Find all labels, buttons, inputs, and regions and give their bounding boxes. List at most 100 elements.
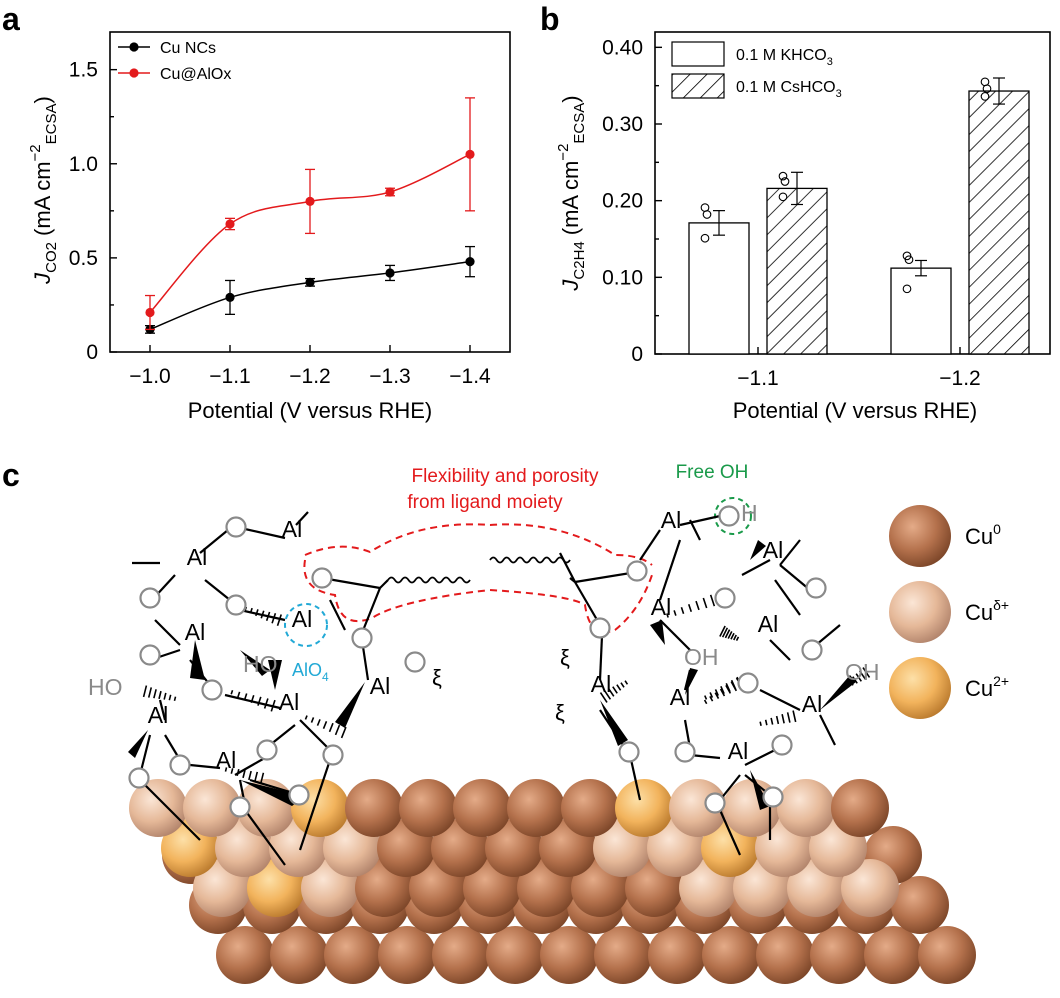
- hashed-bond: [142, 685, 148, 698]
- cud-sphere: [777, 779, 835, 837]
- chart-a-point: [305, 277, 315, 287]
- bond-line: [189, 763, 221, 770]
- hashed-bond: [724, 629, 731, 639]
- wedge-bond: [650, 620, 665, 645]
- hashed-bond: [775, 715, 780, 725]
- bond-line: [158, 699, 167, 721]
- hashed-bond: [725, 684, 732, 694]
- chart-a-point: [225, 292, 235, 303]
- hashed-bond: [735, 636, 740, 642]
- chart-a-point: [465, 257, 475, 267]
- hashed-bond: [687, 603, 693, 613]
- cu0-sphere: [810, 926, 868, 984]
- bond-line: [244, 809, 286, 866]
- cu0-sphere: [648, 926, 706, 984]
- hashed-bond: [858, 670, 867, 680]
- bond-line: [819, 714, 836, 746]
- oxygen-atom: [674, 741, 696, 763]
- panel-b-label: b: [540, 1, 560, 37]
- chart-b-ytick-label: 0.30: [602, 113, 643, 136]
- bond-line: [741, 559, 771, 576]
- oxygen-atom: [626, 560, 648, 582]
- flex-dashed-upper: [304, 523, 653, 566]
- oxygen-atom: [288, 784, 310, 806]
- chart-a-series-line-0: [149, 260, 471, 331]
- chart-b-bar: [688, 222, 750, 355]
- al-atom: Al: [802, 691, 822, 717]
- hashed-bond: [259, 772, 265, 785]
- free-oh-label: Free OH: [676, 462, 749, 483]
- hashed-bond: [608, 688, 615, 697]
- hashed-bond: [695, 600, 700, 611]
- hashed-bond: [257, 696, 262, 706]
- chart-a-xtick-label: −1.0: [129, 365, 170, 388]
- chart-a-xtick-label: −1.4: [449, 365, 491, 388]
- chart-b-xtick-label: −1.1: [737, 367, 778, 390]
- chart-b-datapoint: [702, 210, 712, 219]
- cu-legend-sphere: [889, 505, 951, 567]
- hashed-bond: [719, 625, 726, 637]
- chart-b-legend-label: 0.1 M KHCO3: [736, 47, 833, 68]
- chart-b: 0 0.10 0.20 0.30 0.40 −1.1 −1.2 0.1 M KHCO3 0.1…: [555, 31, 1051, 423]
- wedge-bond: [128, 730, 148, 758]
- bond-line: [139, 779, 201, 841]
- bond-line: [299, 719, 331, 751]
- oxygen-atom: [714, 587, 736, 609]
- hashed-bond: [680, 607, 685, 614]
- wedge-bond: [685, 668, 698, 695]
- chart-a-legend-marker: [129, 68, 139, 78]
- chart-b-legend-label: 0.1 M CsHCO3: [736, 79, 842, 100]
- cu-legend-sphere: [889, 657, 951, 719]
- chart-a-legend-marker: [129, 42, 139, 52]
- hashed-bond: [253, 771, 259, 783]
- oxygen-atom: [737, 672, 759, 694]
- hashed-bond: [271, 613, 277, 624]
- bond-line: [154, 619, 181, 646]
- hashed-bond: [263, 698, 269, 709]
- free-oh-hydrogen: H: [741, 500, 758, 526]
- cu0-sphere: [594, 926, 652, 984]
- hashed-bond: [616, 684, 622, 691]
- cu0-sphere: [378, 926, 436, 984]
- hashed-bond: [792, 710, 797, 723]
- wedge-bond: [820, 675, 856, 710]
- hydroxyl-label: OH: [684, 644, 719, 670]
- hashed-bond: [714, 692, 720, 699]
- ligand-squiggle: ξ: [555, 700, 565, 725]
- oxygen-atom: [322, 744, 344, 766]
- bond-line: [759, 689, 801, 711]
- bond-line: [329, 599, 346, 631]
- hashed-bond: [703, 699, 708, 705]
- cu-legend-label: Cu2+: [965, 673, 1009, 701]
- hashed-bond: [255, 609, 259, 617]
- oxygen-atom: [128, 767, 150, 789]
- hashed-bond: [250, 694, 255, 704]
- bond-line: [718, 809, 742, 856]
- cu0-sphere: [324, 926, 382, 984]
- hashed-bond: [270, 699, 276, 712]
- oxygen-atom: [618, 741, 640, 763]
- hashed-bond: [304, 715, 308, 720]
- al-atom: Al: [279, 689, 299, 715]
- cu0-sphere: [507, 779, 565, 837]
- chart-a-legend-label: Cu@AlOx: [160, 66, 231, 83]
- chart-b-datapoint: [902, 284, 912, 294]
- chart-b-datapoint: [982, 84, 992, 94]
- hashed-bond: [709, 695, 714, 702]
- hashed-bond: [770, 717, 774, 725]
- panel-a-label: a: [2, 1, 20, 37]
- al-atom: Al: [670, 684, 690, 710]
- hashed-bond: [248, 770, 252, 781]
- chart-a-ytick-label: 0: [86, 341, 98, 364]
- chart-b-bar: [968, 90, 1030, 355]
- oxygen-atom: [139, 644, 161, 666]
- hashed-bond: [153, 689, 157, 699]
- hashed-bond: [224, 767, 228, 772]
- oxygen-atom: [718, 505, 740, 527]
- hashed-bond: [322, 720, 328, 730]
- cu2-sphere: [615, 779, 673, 837]
- chart-a-point: [225, 219, 235, 229]
- cu0-sphere: [891, 876, 949, 934]
- hashed-bond: [673, 610, 677, 616]
- hashed-bond: [852, 676, 858, 684]
